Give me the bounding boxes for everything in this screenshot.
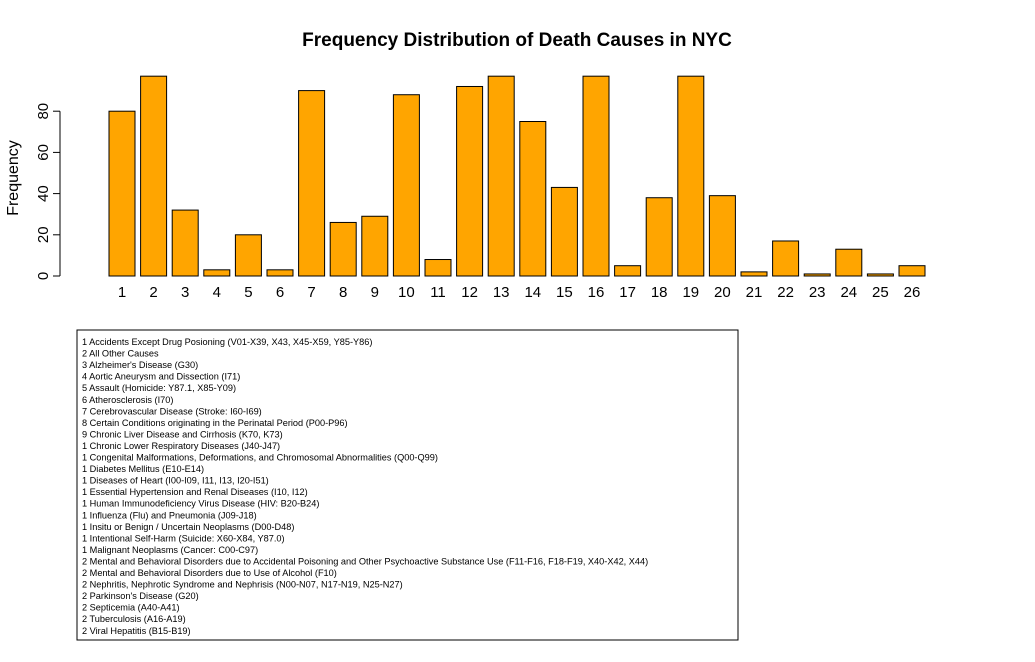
bar	[140, 75, 168, 277]
y-tick-label: 80	[35, 103, 52, 120]
bar	[234, 234, 262, 277]
x-tick-label: 14	[524, 284, 541, 301]
bar	[582, 75, 610, 277]
x-tick-label: 22	[777, 284, 794, 301]
legend-entry: 1 Congenital Malformations, Deformations…	[82, 453, 438, 463]
legend-entries: 1 Accidents Except Drug Posioning (V01-X…	[82, 337, 648, 636]
legend-entry: 2 Mental and Behavioral Disorders due to…	[82, 568, 337, 578]
legend-entry: 1 Intentional Self-Harm (Suicide: X60-X8…	[82, 533, 285, 543]
legend-entry: 2 Mental and Behavioral Disorders due to…	[82, 556, 648, 566]
legend-entry: 9 Chronic Liver Disease and Cirrhosis (K…	[82, 429, 283, 439]
x-tick-label: 7	[307, 284, 315, 301]
x-tick-label: 13	[493, 284, 510, 301]
bar	[203, 269, 231, 277]
bar	[614, 265, 642, 277]
legend-entry: 7 Cerebrovascular Disease (Stroke: I60-I…	[82, 406, 262, 416]
bar	[803, 273, 831, 277]
x-tick-labels: 1 2 3 4 5 6 7 8 9 10 11 12 13 14 15 16 17 18 19 20 21 22 23 24 2…	[118, 284, 921, 301]
legend-entry: 1 Insitu or Benign / Uncertain Neoplasms…	[82, 522, 294, 532]
x-tick-label: 10	[398, 284, 415, 301]
y-tick-label: 40	[35, 185, 52, 202]
y-axis-label: Frequency	[5, 140, 22, 216]
bar	[266, 269, 294, 277]
bar	[645, 197, 673, 277]
legend-entry: 1 Accidents Except Drug Posioning (V01-X…	[82, 337, 372, 347]
legend-entry: 2 Viral Hepatitis (B15-B19)	[82, 626, 191, 636]
x-tick-label: 4	[213, 284, 221, 301]
x-tick-label: 19	[682, 284, 699, 301]
x-tick-label: 6	[276, 284, 284, 301]
bar	[329, 221, 357, 277]
x-tick-label: 21	[746, 284, 763, 301]
legend-entry: 3 Alzheimer's Disease (G30)	[82, 360, 198, 370]
x-tick-label: 11	[430, 284, 446, 301]
legend-entry: 6 Atherosclerosis (I70)	[82, 395, 173, 405]
x-tick-label: 3	[181, 284, 189, 301]
x-tick-label: 24	[840, 284, 857, 301]
bar	[361, 215, 389, 277]
bar	[708, 195, 736, 277]
bar	[772, 240, 800, 277]
x-tick-label: 25	[872, 284, 889, 301]
bars-group	[108, 75, 926, 277]
legend-entry: 1 Diseases of Heart (I00-I09, I11, I13, …	[82, 476, 269, 486]
bar	[487, 75, 515, 277]
legend-entry: 2 Nephritis, Nephrotic Syndrome and Neph…	[82, 580, 403, 590]
legend-entry: 5 Assault (Homicide: Y87.1, X85-Y09)	[82, 383, 236, 393]
bar	[108, 110, 136, 277]
x-tick-label: 2	[149, 284, 157, 301]
legend-entry: 2 All Other Causes	[82, 349, 159, 359]
bar	[550, 186, 578, 277]
x-tick-label: 18	[651, 284, 668, 301]
x-tick-label: 5	[244, 284, 252, 301]
bar	[424, 259, 452, 277]
chart-title: Frequency Distribution of Death Causes i…	[302, 30, 732, 51]
x-tick-label: 17	[619, 284, 636, 301]
y-tick-label: 20	[35, 226, 52, 243]
x-tick-label: 12	[461, 284, 478, 301]
y-tick-label: 60	[35, 144, 52, 161]
x-tick-label: 15	[556, 284, 573, 301]
x-tick-label: 23	[809, 284, 826, 301]
x-tick-label: 8	[339, 284, 347, 301]
legend-entry: 1 Chronic Lower Respiratory Diseases (J4…	[82, 441, 280, 451]
y-axis: 0 20 40 60 80	[35, 103, 61, 280]
bar	[898, 265, 926, 277]
legend-entry: 1 Influenza (Flu) and Pneumonia (J09-J18…	[82, 510, 257, 520]
bar	[298, 90, 326, 277]
legend-entry: 4 Aortic Aneurysm and Dissection (I71)	[82, 372, 240, 382]
legend-entry: 1 Diabetes Mellitus (E10-E14)	[82, 464, 204, 474]
legend-entry: 1 Human Immunodeficiency Virus Disease (…	[82, 499, 319, 509]
bar	[835, 248, 863, 277]
legend-entry: 2 Parkinson's Disease (G20)	[82, 591, 199, 601]
bar	[866, 273, 894, 277]
x-tick-label: 16	[588, 284, 605, 301]
bar	[456, 85, 484, 277]
x-tick-label: 9	[371, 284, 379, 301]
legend-entry: 1 Malignant Neoplasms (Cancer: C00-C97)	[82, 545, 258, 555]
legend-entry: 1 Essential Hypertension and Renal Disea…	[82, 487, 308, 497]
legend-entry: 2 Septicemia (A40-A41)	[82, 603, 180, 613]
legend-entry: 2 Tuberculosis (A16-A19)	[82, 614, 186, 624]
bar	[519, 121, 547, 277]
bar	[740, 271, 768, 277]
bar	[171, 209, 199, 277]
x-tick-label: 1	[118, 284, 126, 301]
bar	[392, 94, 420, 277]
y-tick-label: 0	[35, 272, 52, 280]
bar	[677, 75, 705, 277]
legend-box	[76, 329, 739, 641]
x-tick-label: 26	[904, 284, 921, 301]
x-tick-label: 20	[714, 284, 731, 301]
legend-entry: 8 Certain Conditions originating in the …	[82, 418, 348, 428]
